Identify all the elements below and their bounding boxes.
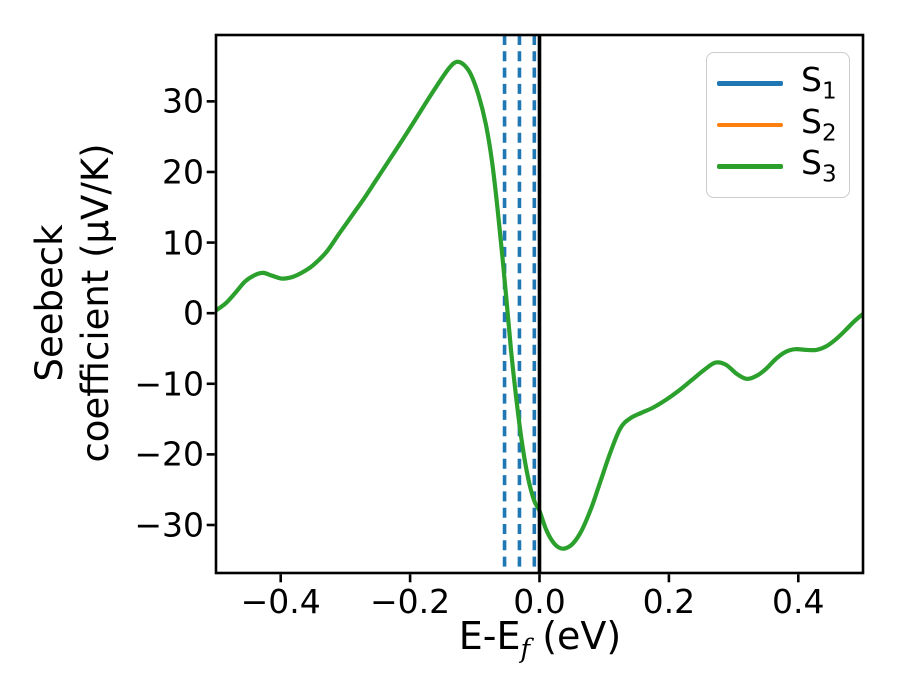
axes-spines	[214, 33, 865, 575]
legend-item-s2: S2	[717, 105, 849, 146]
legend-line-swatch-s1	[717, 81, 783, 86]
legend-label-s3: S3	[801, 143, 837, 188]
x-axis-label-subscript: f	[520, 634, 531, 665]
y-tick-label: 10	[162, 223, 204, 263]
x-tick-label: −0.4	[240, 582, 321, 621]
y-tick-label: 0	[183, 293, 204, 333]
y-tick-label: 20	[162, 152, 204, 192]
x-axis-label: E-Ef (eV)	[458, 614, 622, 665]
s3-curve	[216, 59, 863, 551]
x-axis-label-main: E-E	[458, 614, 521, 658]
y-tick-label: −20	[134, 434, 204, 474]
legend-item-s1: S1	[717, 63, 849, 104]
legend-line-swatch-s2	[717, 122, 783, 128]
y-tick-label: 30	[162, 81, 204, 121]
x-tick-label: 0.4	[772, 582, 825, 621]
legend-line-swatch-s3	[717, 164, 783, 169]
y-tick-label: −30	[134, 505, 204, 545]
y-tick-label: −10	[134, 364, 204, 404]
y-axis-label-line1: Seebeck	[28, 224, 71, 382]
x-tick-label: −0.2	[370, 582, 451, 621]
x-axis-label-units: (eV)	[530, 614, 622, 658]
legend-label-s1: S1	[801, 60, 837, 105]
legend-item-s3: S3	[717, 146, 849, 187]
legend: S1 S2 S3	[706, 52, 850, 198]
x-tick-label: 0.2	[642, 582, 696, 621]
y-axis-label: Seebeck coefficient (μV/K)	[27, 143, 119, 462]
x-tick-label: 0.0	[513, 582, 566, 621]
legend-label-s2: S2	[801, 101, 837, 147]
